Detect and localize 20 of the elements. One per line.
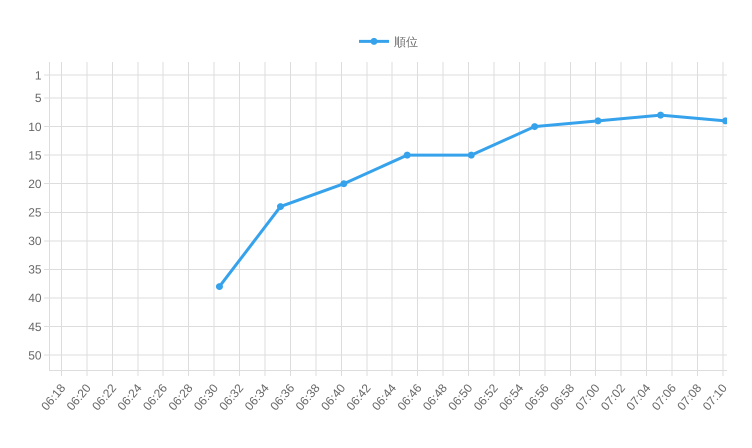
y-tick-label: 30	[28, 234, 42, 248]
y-tick-label: 35	[28, 262, 42, 277]
y-tick-label: 25	[28, 205, 42, 220]
legend-label: 順位	[394, 35, 418, 50]
y-tick-label: 15	[28, 148, 42, 162]
y-tick-label: 10	[28, 120, 42, 134]
point	[468, 152, 475, 159]
y-tick-label: 1	[34, 68, 42, 82]
point	[404, 152, 411, 159]
point	[594, 117, 602, 124]
point	[340, 180, 348, 188]
point	[216, 283, 223, 290]
y-tick-label: 50	[28, 348, 42, 362]
y-tick-label: 20	[28, 176, 42, 191]
point	[277, 203, 284, 210]
point	[531, 123, 538, 130]
y-tick-label: 5	[34, 91, 42, 106]
y-tick-label: 45	[28, 320, 42, 334]
y-tick-label: 40	[28, 291, 42, 306]
point	[657, 112, 664, 119]
